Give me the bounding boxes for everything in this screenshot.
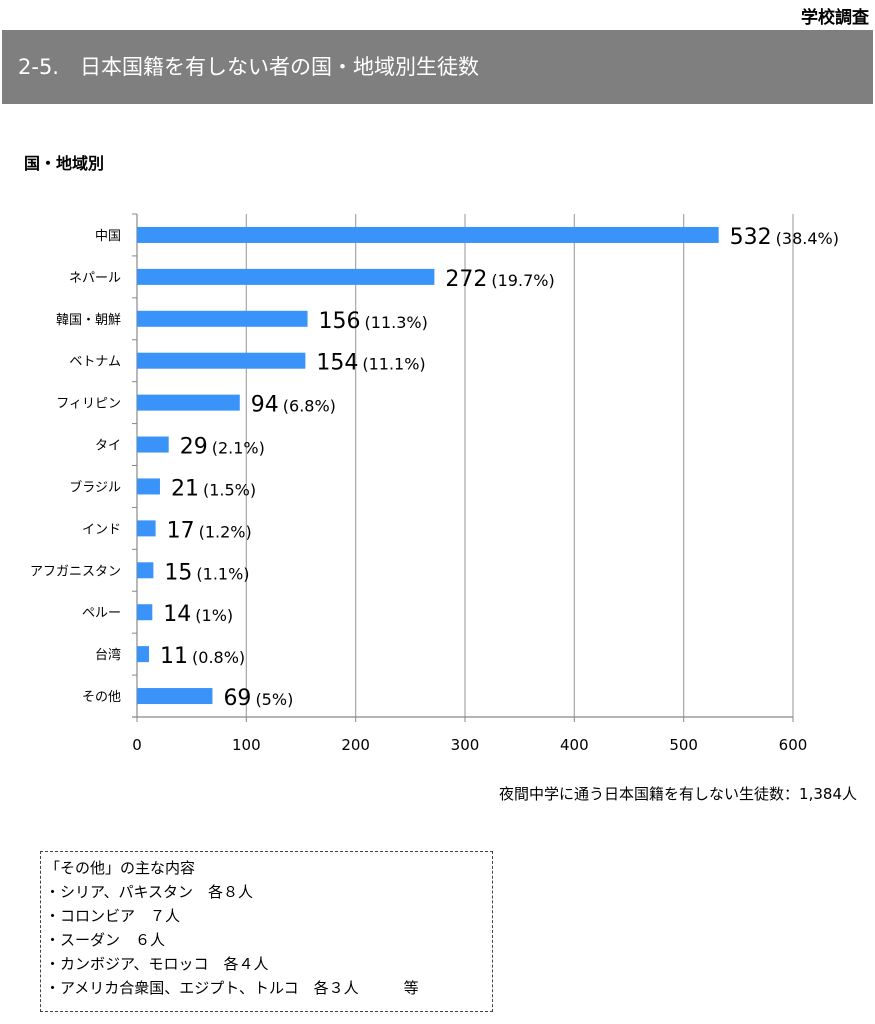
value-label: 532 <box>730 225 772 250</box>
value-label: 14 <box>163 602 191 627</box>
category-label: 韓国・朝鮮 <box>56 313 121 328</box>
total-students-note: 夜間中学に通う日本国籍を有しない生徒数：1,384人 <box>499 785 857 803</box>
x-tick-label: 600 <box>779 736 808 754</box>
category-label: 台湾 <box>95 647 121 663</box>
percent-label: (6.8%) <box>283 397 336 416</box>
other-breakdown-box: 「その他」の主な内容 ・シリア、パキスタン 各８人 ・コロンビア ７人 ・スーダ… <box>40 851 493 1012</box>
category-label: 中国 <box>95 229 121 244</box>
value-label: 154 <box>316 351 358 376</box>
data-label: 154 (11.1%) <box>316 351 425 376</box>
bar <box>137 604 153 621</box>
other-box-line: ・カンボジア、モロッコ 各４人 <box>45 955 269 973</box>
data-label: 94 (6.8%) <box>251 393 336 418</box>
percent-label: (1.1%) <box>196 564 249 583</box>
percent-label: (19.7%) <box>491 271 554 290</box>
page-title: 2-5. 日本国籍を有しない者の国・地域別生徒数 <box>2 30 873 104</box>
bar <box>137 478 160 495</box>
category-label: ブラジル <box>69 479 121 495</box>
x-tick-label: 100 <box>232 736 261 754</box>
percent-label: (2.1%) <box>212 439 265 458</box>
percent-label: (38.4%) <box>776 229 839 248</box>
bar <box>137 352 306 369</box>
bar <box>137 520 156 537</box>
data-label: 11 (0.8%) <box>160 644 245 669</box>
survey-type-label: 学校調査 <box>801 8 869 28</box>
percent-label: (1.5%) <box>203 480 256 499</box>
bar <box>137 436 169 453</box>
bar <box>137 562 154 579</box>
data-label: 14 (1%) <box>163 602 233 627</box>
x-tick-label: 400 <box>560 736 589 754</box>
value-label: 94 <box>251 393 279 418</box>
x-tick-label: 500 <box>669 736 698 754</box>
value-label: 21 <box>171 476 199 501</box>
other-box-line: ・シリア、パキスタン 各８人 <box>45 883 254 901</box>
chart-subheading: 国・地域別 <box>24 154 105 173</box>
other-box-line: ・スーダン ６人 <box>45 931 166 949</box>
data-label: 29 (2.1%) <box>180 435 265 460</box>
value-label: 156 <box>319 309 361 334</box>
bar <box>137 268 435 285</box>
data-label: 15 (1.1%) <box>164 560 249 585</box>
percent-label: (11.3%) <box>365 313 428 332</box>
value-label: 29 <box>180 435 208 460</box>
category-label: ペルー <box>82 606 121 621</box>
other-box-line: ・アメリカ合衆国、エジプト、トルコ 各３人 等 <box>45 979 419 997</box>
category-label: ベトナム <box>69 355 121 370</box>
category-label: フィリピン <box>56 397 121 412</box>
percent-label: (5%) <box>255 690 293 709</box>
other-box-line: ・コロンビア ７人 <box>45 907 181 925</box>
x-tick-label: 300 <box>451 736 480 754</box>
x-tick-label: 0 <box>132 736 142 754</box>
x-tick-label: 200 <box>341 736 370 754</box>
bar <box>137 226 719 243</box>
category-label: アフガニスタン <box>30 564 121 579</box>
value-label: 17 <box>167 518 195 543</box>
other-box-line: 「その他」の主な内容 <box>45 859 196 877</box>
data-label: 532 (38.4%) <box>730 225 839 250</box>
value-label: 272 <box>445 267 487 292</box>
bar <box>137 310 308 327</box>
category-label: その他 <box>82 690 121 705</box>
data-label: 21 (1.5%) <box>171 476 256 501</box>
percent-label: (0.8%) <box>192 648 245 667</box>
category-label: ネパール <box>69 271 121 286</box>
value-label: 11 <box>160 644 188 669</box>
data-label: 156 (11.3%) <box>319 309 428 334</box>
percent-label: (1%) <box>195 606 233 625</box>
percent-label: (11.1%) <box>362 355 425 374</box>
bar <box>137 394 240 411</box>
bar <box>137 646 150 663</box>
category-label: タイ <box>95 439 121 454</box>
percent-label: (1.2%) <box>199 522 252 541</box>
category-label: インド <box>82 522 121 537</box>
value-label: 69 <box>223 686 251 711</box>
bar <box>137 688 213 705</box>
data-label: 272 (19.7%) <box>445 267 554 292</box>
data-label: 69 (5%) <box>223 686 293 711</box>
data-label: 17 (1.2%) <box>167 518 252 543</box>
value-label: 15 <box>164 560 192 585</box>
